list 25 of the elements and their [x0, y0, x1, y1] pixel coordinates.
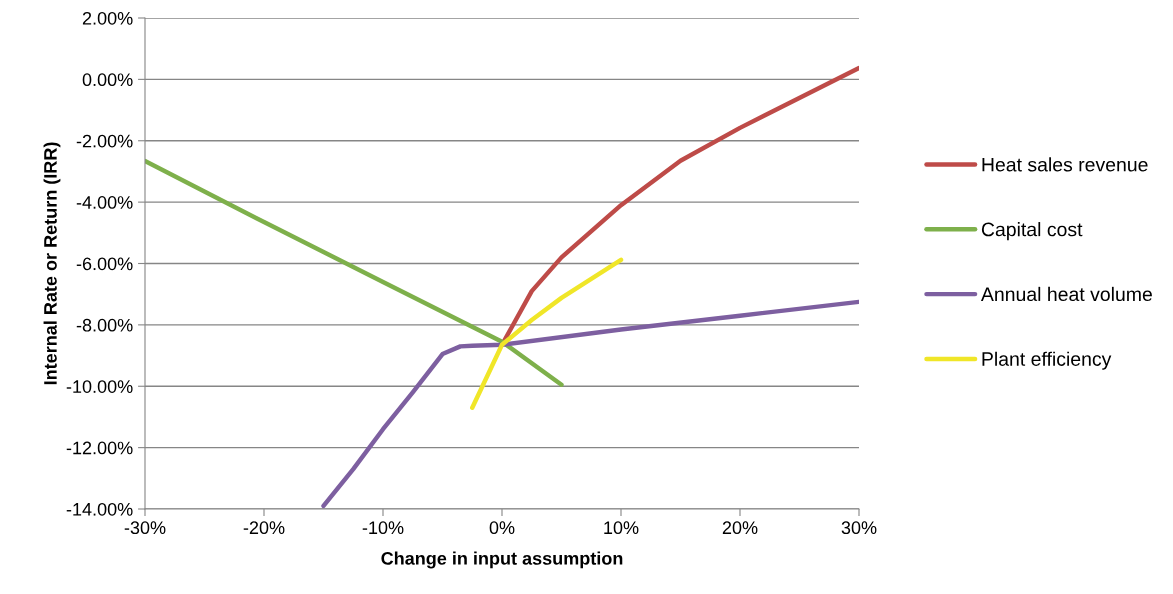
legend-label: Annual heat volume	[980, 286, 1152, 302]
x-axis-title: Change in input assumption	[381, 551, 623, 569]
y-tick-label: -8.00%	[76, 318, 133, 332]
x-tick-label: -10%	[362, 521, 404, 535]
x-tick-label: -20%	[243, 521, 285, 535]
y-axis-title: Internal Rate or Return (IRR)	[43, 142, 61, 385]
line-series	[145, 158, 564, 387]
y-tick-label: 0.00%	[82, 73, 133, 87]
legend-label: Heat sales revenue	[982, 157, 1148, 172]
y-tick-label: -12.00%	[66, 441, 133, 455]
y-tick-label: -6.00%	[76, 257, 133, 271]
legend-label: Capital cost	[981, 222, 1083, 241]
y-tick-label: -2.00%	[76, 134, 133, 148]
y-tick-label: -4.00%	[76, 196, 133, 209]
x-tick-label: 0%	[489, 521, 515, 535]
y-tick-label: 2.00%	[82, 11, 133, 25]
x-tick-label: 10%	[604, 521, 639, 535]
line-series	[321, 299, 859, 509]
x-tick-label: 30%	[841, 521, 877, 535]
line-series	[470, 257, 624, 410]
legend-label: Plant efficiency	[982, 351, 1112, 370]
y-tick-label: -10.00%	[66, 380, 133, 393]
y-tick-label: -14.00%	[66, 502, 133, 516]
x-tick-label: 20%	[722, 521, 758, 535]
x-tick-label: -30%	[124, 521, 166, 535]
